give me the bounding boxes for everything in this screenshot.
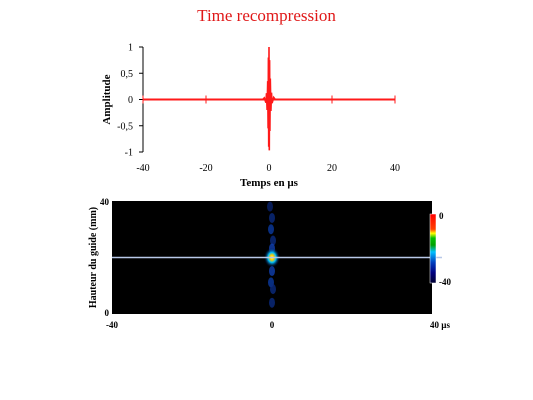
y-tick-label: 0,5 (121, 69, 134, 80)
heatmap-cell (269, 212, 275, 223)
colorbar-label-top: 0 (439, 211, 444, 221)
colorbar-label-bottom: -40 (439, 277, 451, 287)
x-tick-label: 0 (270, 320, 275, 330)
colorbar (429, 213, 437, 284)
x-tick-label: -40 (106, 320, 118, 330)
y-axis-label: Hauteur du guide (mm) (88, 207, 99, 308)
y-axis-label: Amplitude (101, 74, 113, 124)
x-axis-label: Temps en µs (240, 177, 299, 189)
y-tick-label: 0 (128, 95, 133, 106)
y-tick-label: -1 (125, 148, 133, 159)
y-tick-label: 0 (105, 308, 110, 318)
y-tick-label: -0,5 (117, 121, 133, 132)
heatmap-cell (270, 235, 276, 246)
x-tick-label: 40 (390, 163, 400, 174)
x-tick-label: 20 (327, 163, 337, 174)
x-tick-label: 40 µs (430, 320, 450, 330)
heatmap-cell (268, 224, 274, 235)
x-tick-label: 0 (267, 163, 272, 174)
x-tick-label: -20 (199, 163, 212, 174)
y-tick-label: 40 (100, 197, 110, 207)
series-line (143, 46, 395, 151)
heatmap-cell (270, 284, 276, 295)
amplitude-plot: 1 0,5 0 -0,5 -1 -40 -20 0 20 40 Temps en µs Ampl… (101, 43, 400, 190)
heatmap-cell (267, 201, 273, 212)
heatmap-cell (269, 297, 275, 308)
heatmap-cell (269, 266, 275, 277)
x-tick-label: -40 (136, 163, 149, 174)
chart-title: Time recompression (197, 6, 336, 25)
heatmap-plot: 0 -40 -40 0 40 µs 40 0 Hauteur du guide (mm… (88, 197, 451, 330)
y-tick-label: 1 (128, 43, 133, 54)
